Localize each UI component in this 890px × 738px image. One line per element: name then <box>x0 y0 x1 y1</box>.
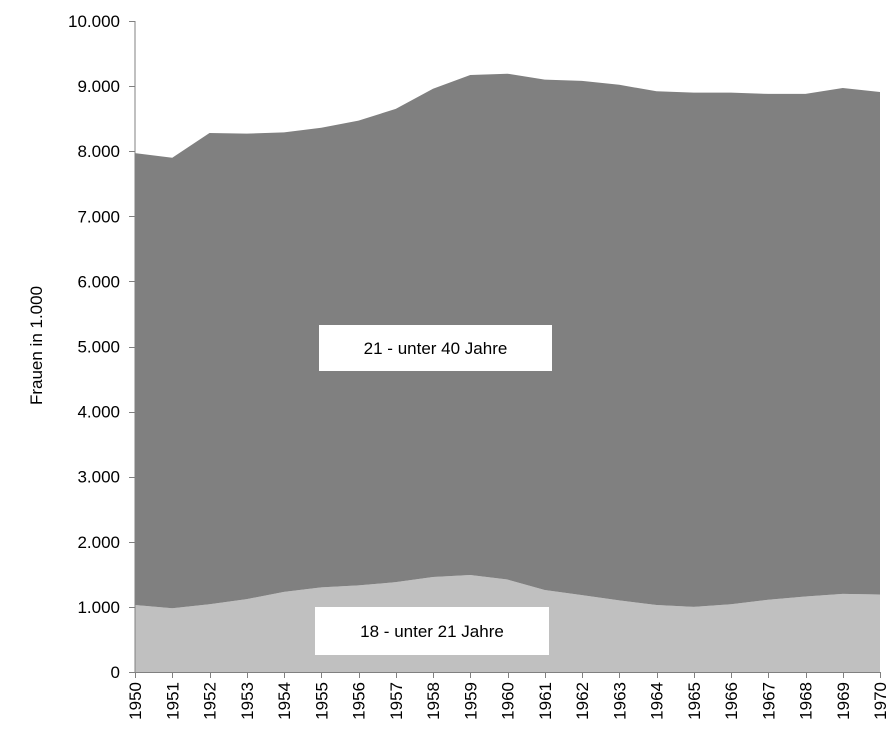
series-label-text: 18 - unter 21 Jahre <box>360 622 504 641</box>
y-tick-label: 7.000 <box>77 207 120 226</box>
x-tick-label: 1969 <box>834 682 853 720</box>
x-tick-label: 1962 <box>573 682 592 720</box>
x-tick-label: 1957 <box>387 682 406 720</box>
x-tick-label: 1955 <box>312 682 331 720</box>
x-tick-label: 1956 <box>350 682 369 720</box>
x-tick-label: 1961 <box>536 682 555 720</box>
y-tick-label: 9.000 <box>77 77 120 96</box>
x-tick-label: 1953 <box>238 682 257 720</box>
axes-layer <box>134 21 880 673</box>
x-tick-label: 1954 <box>275 682 294 720</box>
x-tick-label: 1965 <box>685 682 704 720</box>
y-tick-label: 6.000 <box>77 272 120 291</box>
x-tick-label: 1968 <box>797 682 816 720</box>
x-tick-label: 1970 <box>871 682 890 720</box>
x-tick-label: 1959 <box>461 682 480 720</box>
y-tick-label: 0 <box>111 663 120 682</box>
x-tick-label: 1967 <box>759 682 778 720</box>
y-tick-label: 3.000 <box>77 468 120 487</box>
x-tick-label: 1966 <box>722 682 741 720</box>
y-tick-label: 1.000 <box>77 598 120 617</box>
series-label-21-unter-40-jahre: 21 - unter 40 Jahre <box>319 325 552 371</box>
y-tick-label: 8.000 <box>77 142 120 161</box>
x-tick-label: 1964 <box>648 682 667 720</box>
y-axis-title: Frauen in 1.000 <box>27 286 46 405</box>
series-label-text: 21 - unter 40 Jahre <box>364 339 508 358</box>
labels-layer: 21 - unter 40 Jahre 18 - unter 21 Jahre <box>315 325 552 655</box>
areas-layer <box>135 73 880 672</box>
y-tick-label: 4.000 <box>77 403 120 422</box>
series-label-18-unter-21-jahre: 18 - unter 21 Jahre <box>315 607 549 655</box>
y-tick-label: 5.000 <box>77 338 120 357</box>
series-label-box <box>315 607 549 655</box>
ticks-layer: 0 1.000 2.000 3.000 4.000 5.000 6.000 7.000 8.00… <box>68 12 890 720</box>
y-tick-label: 2.000 <box>77 533 120 552</box>
x-tick-label: 1958 <box>424 682 443 720</box>
x-tick-label: 1952 <box>201 682 220 720</box>
series-label-box <box>319 325 552 371</box>
x-tick-label: 1950 <box>126 682 145 720</box>
x-tick-label: 1951 <box>163 682 182 720</box>
x-tick-label: 1963 <box>610 682 629 720</box>
x-tick-label: 1960 <box>499 682 518 720</box>
y-tick-label: 10.000 <box>68 12 120 31</box>
